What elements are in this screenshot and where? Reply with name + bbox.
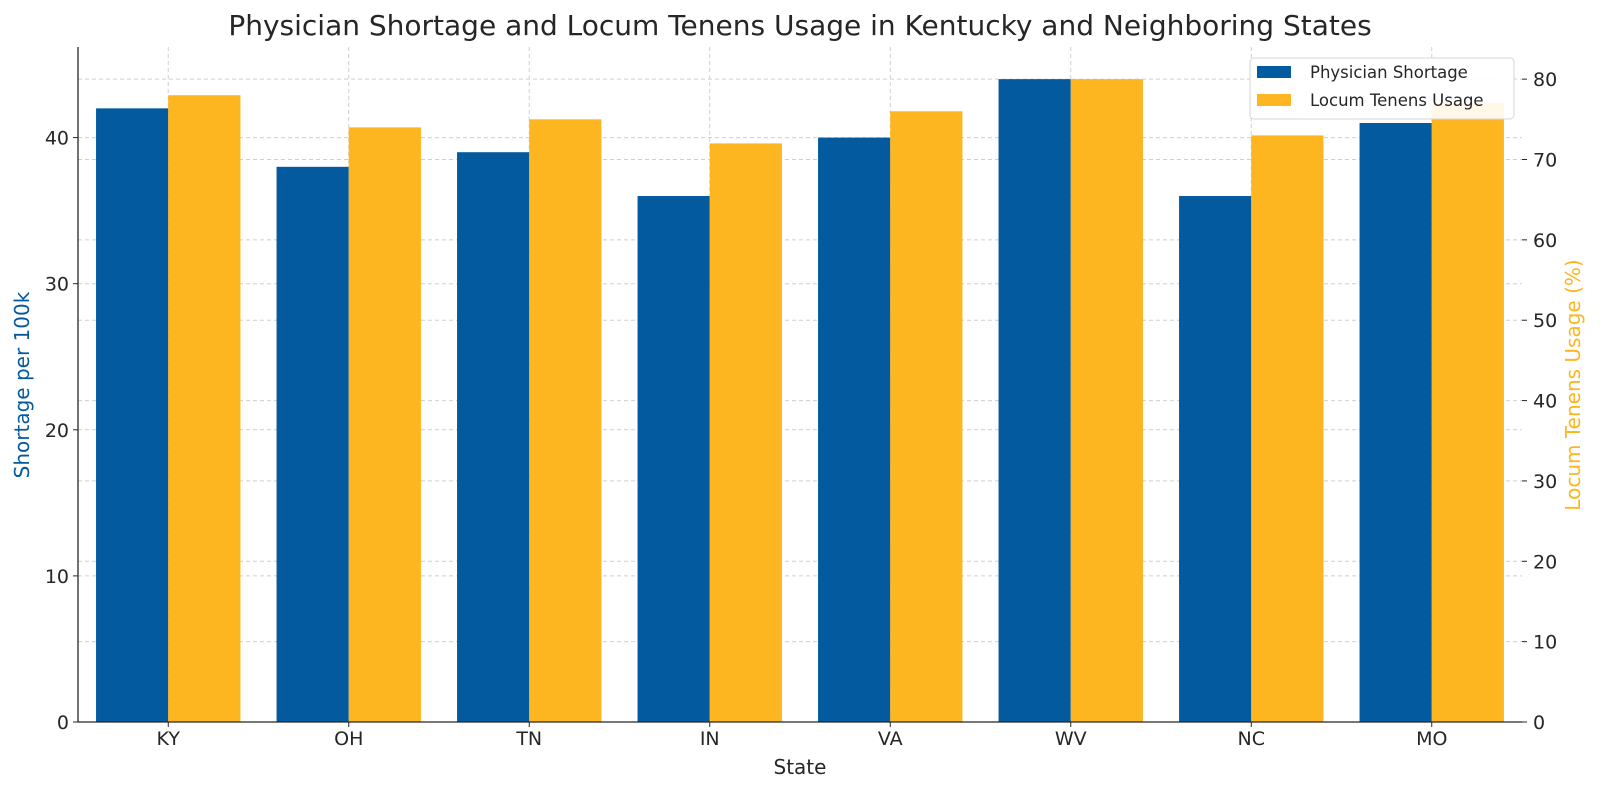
y-tick-label-right: 40 [1533,391,1557,413]
y-tick-label-left: 20 [45,420,69,442]
x-tick-label-tn: TN [515,728,542,750]
bar-physician-shortage-va [818,137,891,722]
legend-box [1249,57,1515,120]
x-tick-label-nc: NC [1238,728,1265,750]
y-tick-label-right: 70 [1533,150,1557,172]
legend-swatch-physician-shortage [1257,66,1291,78]
y-axis-label-right: Locum Tenens Usage (%) [1561,259,1585,510]
y-tick-label-right: 80 [1533,69,1557,91]
x-axis-label: State [774,755,827,779]
x-tick-label-oh: OH [334,728,363,750]
legend: Physician Shortage Locum Tenens Usage [1249,57,1515,120]
y-tick-label-right: 20 [1533,551,1557,573]
y-tick-label-right: 50 [1533,310,1557,332]
bar-locum-tenens-usage-in [709,143,782,722]
y-tick-label-left: 10 [45,566,69,588]
tick-labels: KY OH TN IN VA WV NC MO 0 10 20 30 40 0 10 20 30 40 50 60 70… [45,69,1557,750]
bar-physician-shortage-mo [1359,122,1432,723]
bar-locum-tenens-usage-wv [1070,79,1143,722]
legend-label-locum-tenens-usage: Locum Tenens Usage [1310,91,1484,110]
x-tick-label-va: VA [878,728,903,750]
bar-locum-tenens-usage-nc [1251,135,1324,723]
bar-locum-tenens-usage-ky [168,95,241,722]
y-tick-label-right: 60 [1533,230,1557,252]
x-tick-label-ky: KY [157,728,181,750]
bar-physician-shortage-tn [457,152,530,722]
bar-physician-shortage-wv [998,79,1071,722]
x-tick-label-mo: MO [1416,728,1447,750]
bar-locum-tenens-usage-va [890,111,963,723]
x-tick-label-wv: WV [1055,728,1087,750]
bar-locum-tenens-usage-oh [348,127,421,723]
y-tick-label-right: 30 [1533,471,1557,493]
bar-physician-shortage-ky [96,108,169,722]
bar-physician-shortage-oh [276,166,349,723]
y-tick-label-left: 0 [57,712,69,734]
bar-locum-tenens-usage-tn [529,119,602,723]
y-axis-label-left: Shortage per 100k [10,291,34,478]
legend-swatch-locum-tenens-usage [1257,94,1291,106]
bar-locum-tenens-usage-mo [1431,103,1504,722]
y-tick-label-right: 10 [1533,632,1557,654]
y-tick-label-left: 40 [45,128,69,150]
axes [77,47,1522,723]
x-tick-label-in: IN [700,728,720,750]
y-tick-label-left: 30 [45,274,69,296]
bar-physician-shortage-in [637,196,710,722]
legend-label-physician-shortage: Physician Shortage [1310,63,1468,82]
y-tick-label-right: 0 [1533,712,1545,734]
bar-physician-shortage-nc [1179,196,1252,722]
chart-title: Physician Shortage and Locum Tenens Usag… [228,9,1371,42]
bars [96,79,1504,723]
